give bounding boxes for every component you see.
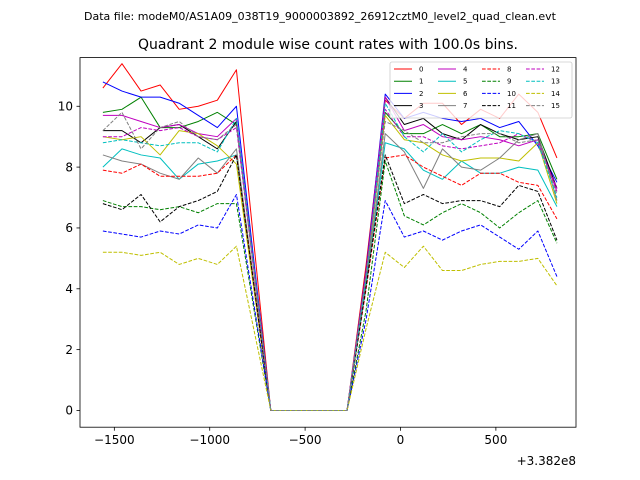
- x-tick-label: −1000: [189, 433, 230, 447]
- legend-label-3: 3: [419, 102, 423, 110]
- y-tick-label: 6: [65, 221, 73, 235]
- legend-label-11: 11: [507, 102, 516, 110]
- legend-label-13: 13: [551, 78, 560, 86]
- legend-label-2: 2: [419, 90, 423, 98]
- legend-label-0: 0: [419, 66, 423, 74]
- legend-label-14: 14: [551, 90, 560, 98]
- legend-label-6: 6: [463, 90, 468, 98]
- legend-label-10: 10: [507, 90, 516, 98]
- x-tick-label: −1500: [94, 433, 135, 447]
- legend-label-4: 4: [463, 66, 468, 74]
- series-line-12: [102, 108, 558, 411]
- legend-label-5: 5: [463, 78, 467, 86]
- series-line-15: [102, 111, 558, 411]
- legend-label-9: 9: [507, 78, 511, 86]
- legend-label-15: 15: [551, 102, 560, 110]
- axes-frame: [79, 57, 577, 428]
- legend-label-8: 8: [507, 66, 511, 74]
- series-line-9: [102, 160, 558, 411]
- x-tick-label: 0: [397, 433, 405, 447]
- series-line-2: [102, 81, 558, 411]
- plot-area: [102, 63, 558, 411]
- series-line-14: [102, 245, 558, 411]
- x-tick-label: 500: [484, 433, 507, 447]
- y-tick-label: 2: [65, 343, 73, 357]
- y-tick-label: 8: [65, 160, 73, 174]
- legend-label-7: 7: [463, 102, 467, 110]
- legend-label-1: 1: [419, 78, 423, 86]
- series-line-10: [102, 193, 558, 411]
- y-tick-label: 10: [58, 99, 73, 113]
- x-offset-label: +3.382e8: [517, 454, 576, 468]
- legend-label-12: 12: [551, 66, 560, 74]
- chart-title: Quadrant 2 module wise count rates with …: [138, 37, 518, 53]
- series-line-8: [102, 154, 558, 411]
- y-tick-label: 0: [65, 404, 73, 418]
- x-tick-label: −500: [289, 433, 322, 447]
- series-line-13: [102, 102, 558, 411]
- legend-box: [389, 61, 573, 119]
- data-file-header: Data file: modeM0/AS1A09_038T19_90000038…: [84, 10, 557, 23]
- y-tick-label: 4: [65, 282, 73, 296]
- series-line-11: [102, 154, 558, 411]
- series-line-5: [102, 142, 558, 411]
- series-line-7: [102, 133, 558, 411]
- axes: −1500 −1000 −500 0 500 0 2 4 6 8 10: [58, 99, 508, 447]
